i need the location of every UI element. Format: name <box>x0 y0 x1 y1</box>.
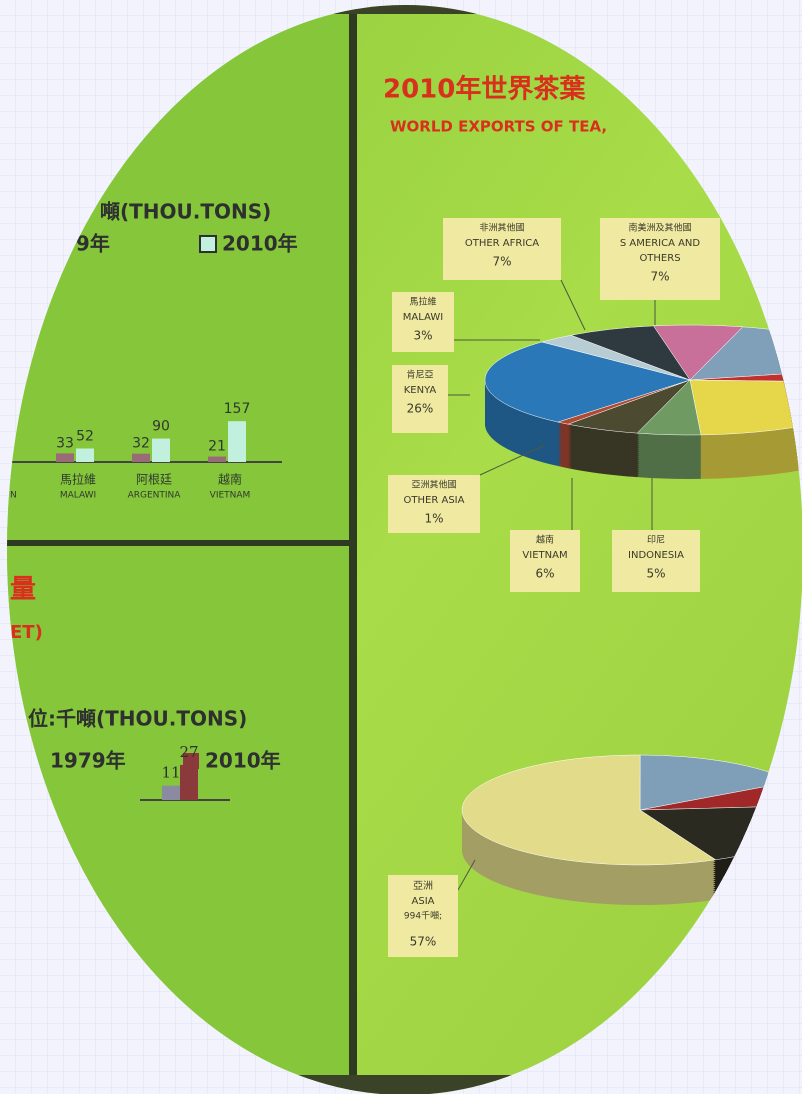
text: 26% <box>407 402 434 416</box>
text: 馬拉維 <box>409 296 436 308</box>
text: 肯尼亞 <box>406 369 433 381</box>
text: 7% <box>492 255 511 269</box>
text: ASIA <box>412 896 435 907</box>
text: ARGENTINA <box>128 491 182 501</box>
text: WORLD EXPORTS OF TEA, <box>390 118 607 136</box>
text: VIETNAM <box>210 491 251 501</box>
text: OTHERS <box>639 253 680 264</box>
bar <box>228 421 246 462</box>
text: MALAWI <box>403 312 443 323</box>
text: 越南 <box>218 472 242 487</box>
text: 1979年 <box>50 749 126 773</box>
text: 32 <box>132 436 150 452</box>
text: 量 <box>10 575 36 605</box>
text: KENYA <box>404 385 437 396</box>
bar <box>132 454 150 462</box>
divider <box>349 0 357 1094</box>
text: 印尼 <box>647 534 665 546</box>
text: OTHER ASIA <box>404 495 465 506</box>
text: N <box>10 491 17 501</box>
bar <box>76 448 94 462</box>
text: 33 <box>56 435 74 451</box>
text: 52 <box>76 428 94 444</box>
bar <box>162 786 180 800</box>
text: MALAWI <box>60 491 96 501</box>
text: 亞洲 <box>413 880 433 892</box>
text: 57% <box>410 935 437 949</box>
text: INDONESIA <box>628 550 684 561</box>
bar <box>208 457 226 462</box>
text: 157 <box>224 401 251 417</box>
text: 11 <box>161 764 180 782</box>
text: 2010年世界茶葉 <box>383 74 586 105</box>
text: 2010年 <box>222 232 298 256</box>
text: 6% <box>535 567 554 581</box>
photo: 噸(THOU.TONS)79年2010年3352馬拉維MALAWI3290阿根廷… <box>0 0 802 1094</box>
text: 2010年 <box>205 749 281 773</box>
text: 3% <box>413 329 432 343</box>
text: 5% <box>646 567 665 581</box>
page: 噸(THOU.TONS)79年2010年3352馬拉維MALAWI3290阿根廷… <box>0 0 802 1094</box>
text: 1% <box>424 512 443 526</box>
text: VIETNAM <box>522 550 567 561</box>
text: 噸(THOU.TONS) <box>100 200 271 224</box>
text: 90 <box>152 419 170 435</box>
text: 南美洲及其他國 <box>628 222 691 234</box>
text: 7% <box>650 270 669 284</box>
text: 馬拉維 <box>60 472 96 487</box>
bar <box>152 439 170 462</box>
text: 21 <box>208 439 226 455</box>
text: 位:千噸(THOU.TONS) <box>28 707 247 731</box>
legend-swatch <box>200 236 216 252</box>
text: S AMERICA AND <box>620 238 701 249</box>
bar <box>56 453 74 462</box>
bar <box>180 765 198 800</box>
divider <box>0 540 352 546</box>
text: 27 <box>179 743 198 761</box>
text: 阿根廷 <box>136 473 172 487</box>
text: 亞洲其他國 <box>411 479 456 491</box>
text: ET) <box>10 622 43 643</box>
text: 994千噸; <box>404 910 442 922</box>
text: 非洲其他國 <box>479 222 524 234</box>
text: OTHER AFRICA <box>465 238 539 249</box>
text: 越南 <box>536 534 554 546</box>
